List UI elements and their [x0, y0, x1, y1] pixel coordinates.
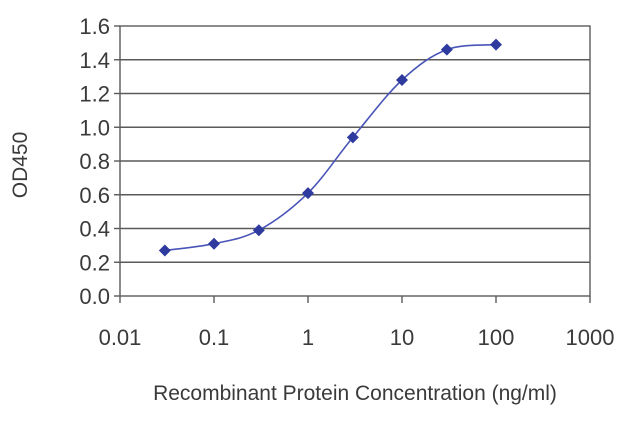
x-tick-label: 100	[478, 325, 515, 350]
data-points	[158, 38, 502, 257]
y-tick-label: 1.0	[79, 115, 110, 140]
x-axis-title: Recombinant Protein Concentration (ng/ml…	[153, 382, 557, 405]
y-tick-label: 1.6	[79, 14, 110, 39]
data-point	[302, 187, 314, 200]
data-point	[490, 38, 502, 51]
x-axis-ticks: 0.01 0.1 1 10 100 1000	[99, 296, 615, 350]
y-tick-label: 0.0	[79, 284, 110, 309]
x-tick-label: 1000	[566, 325, 615, 350]
data-point	[346, 131, 359, 144]
x-tick-label: 10	[390, 325, 414, 350]
y-tick-label: 0.8	[79, 149, 110, 174]
x-tick-label: 0.01	[99, 325, 142, 350]
data-point	[252, 224, 265, 237]
x-tick-label: 1	[302, 325, 314, 350]
y-tick-label: 1.4	[79, 48, 110, 73]
grid-lines	[120, 58, 590, 264]
data-point	[396, 74, 408, 86]
y-axis-ticks: 0.0 0.2 0.4 0.6 0.8 1.0 1.2 1.4 1.6	[79, 14, 120, 309]
data-point	[440, 43, 453, 56]
x-tick-label: 0.1	[199, 325, 230, 350]
fit-curve-line	[164, 43, 497, 252]
y-tick-label: 0.2	[79, 250, 110, 275]
fit-curve	[164, 43, 497, 252]
data-point	[208, 237, 220, 250]
data-point	[158, 244, 171, 257]
y-tick-label: 1.2	[79, 82, 110, 107]
y-axis-title: OD450	[9, 132, 32, 199]
y-tick-label: 0.6	[79, 183, 110, 208]
y-tick-label: 0.4	[79, 217, 110, 242]
